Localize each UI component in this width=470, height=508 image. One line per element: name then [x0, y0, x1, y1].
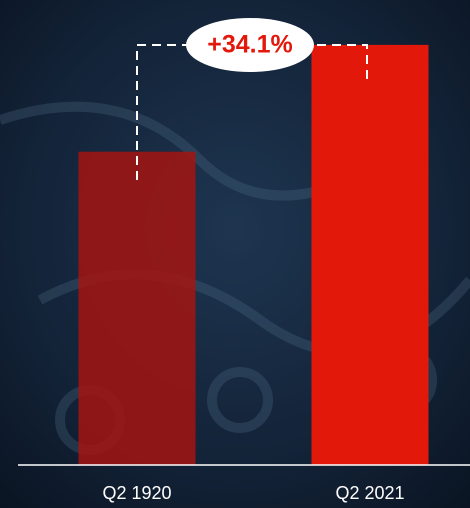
bar [79, 152, 196, 465]
bar [312, 45, 429, 465]
x-tick-label: Q2 2021 [335, 483, 404, 503]
chart: Q2 1920 Q2 2021 +34.1% [0, 0, 470, 508]
x-tick-label: Q2 1920 [102, 483, 171, 503]
annotation: +34.1% [207, 31, 293, 59]
